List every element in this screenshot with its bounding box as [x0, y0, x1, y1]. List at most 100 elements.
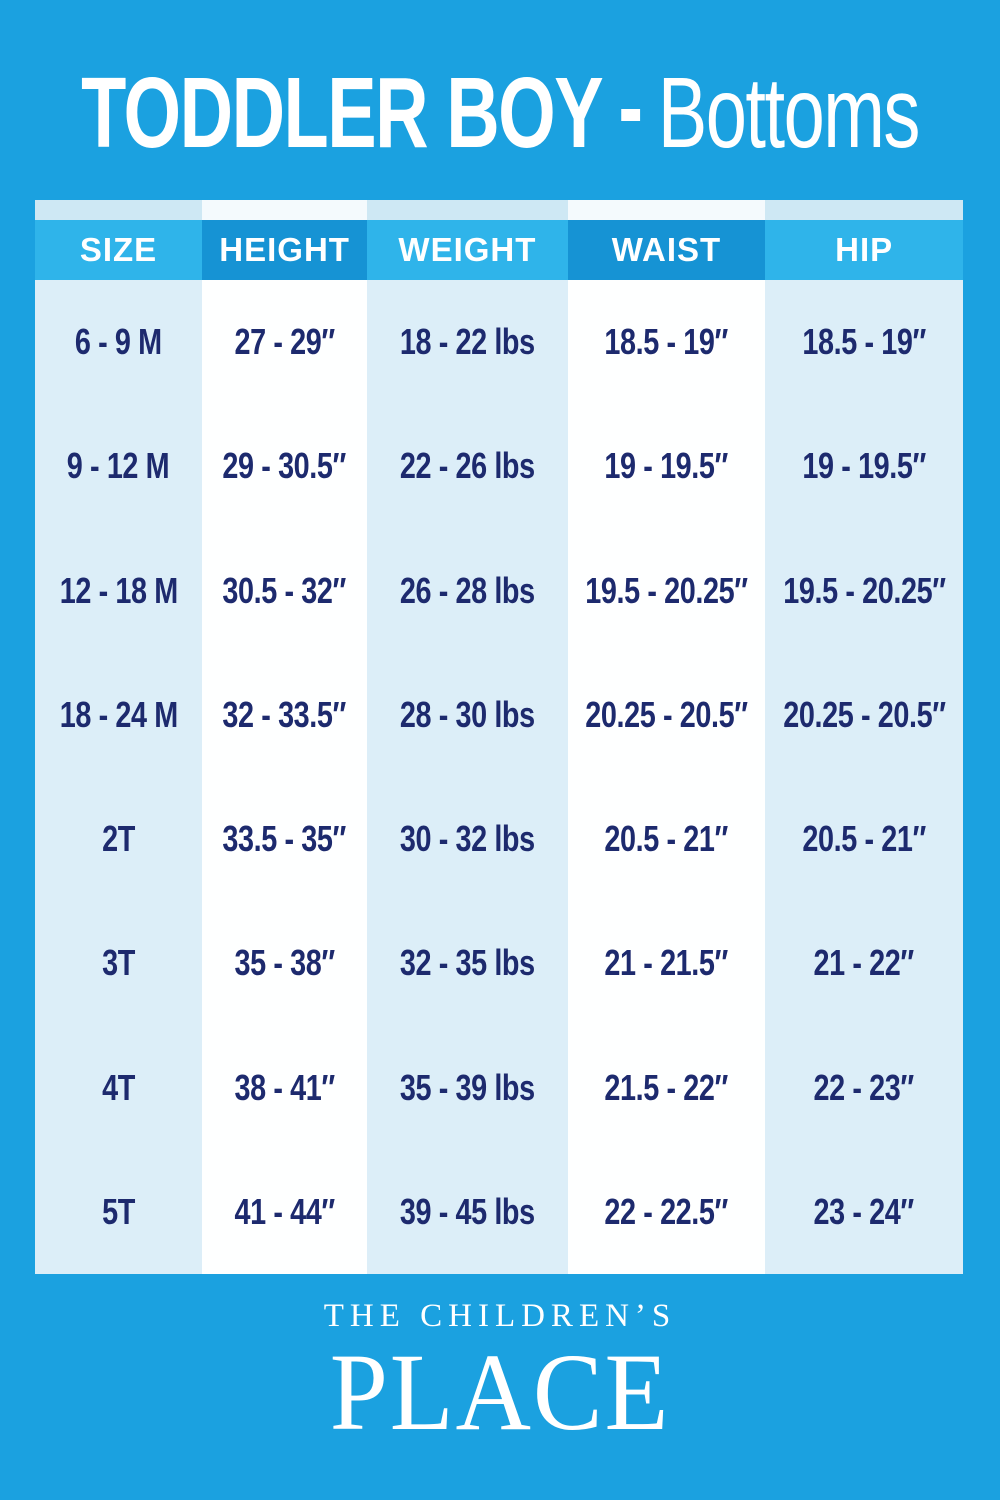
waist-cell: 20.5 - 21″ [567, 777, 766, 902]
size-value: 4T [102, 1066, 135, 1108]
table-header-row: SIZE HEIGHT WEIGHT WAIST HIP [35, 220, 963, 280]
height-value: 30.5 - 32″ [222, 569, 347, 611]
size-cell: 2T [35, 777, 203, 902]
table-row: 3T 35 - 38″ 32 - 35 lbs 21 - 21.5″ 21 - … [35, 901, 963, 1026]
waist-cell: 19.5 - 20.25″ [567, 528, 766, 653]
waist-cell: 22 - 22.5″ [567, 1149, 766, 1274]
hip-value: 20.5 - 21″ [802, 818, 926, 860]
height-cell: 35 - 38″ [202, 901, 368, 1026]
table-row: 5T 41 - 44″ 39 - 45 lbs 22 - 22.5″ 23 - … [35, 1149, 963, 1274]
size-value: 12 - 18 M [59, 569, 178, 611]
hip-value: 22 - 23″ [813, 1066, 915, 1108]
size-cell: 18 - 24 M [35, 652, 203, 777]
size-value: 2T [102, 818, 135, 860]
hip-value: 21 - 22″ [813, 942, 915, 984]
height-value: 32 - 33.5″ [222, 693, 347, 735]
table-row: 9 - 12 M 29 - 30.5″ 22 - 26 lbs 19 - 19.… [35, 404, 963, 529]
hip-cell: 18.5 - 19″ [765, 280, 963, 405]
height-cell: 32 - 33.5″ [202, 652, 368, 777]
size-cell: 4T [35, 1025, 203, 1150]
size-cell: 6 - 9 M [35, 280, 203, 405]
height-cell: 27 - 29″ [202, 280, 368, 405]
table-row: 2T 33.5 - 35″ 30 - 32 lbs 20.5 - 21″ 20.… [35, 777, 963, 902]
weight-value: 39 - 45 lbs [399, 1190, 535, 1232]
size-cell: 3T [35, 901, 203, 1026]
size-value: 9 - 12 M [67, 445, 170, 487]
height-value: 29 - 30.5″ [222, 445, 347, 487]
weight-cell: 30 - 32 lbs [367, 777, 568, 902]
waist-value: 18.5 - 19″ [604, 321, 729, 363]
size-value: 3T [102, 942, 135, 984]
height-cell: 38 - 41″ [202, 1025, 368, 1150]
brand-name-top: THE CHILDREN’S [323, 1298, 677, 1334]
hip-cell: 20.25 - 20.5″ [765, 652, 963, 777]
size-value: 18 - 24 M [59, 693, 178, 735]
page-title: TODDLER BOY - Bottoms [0, 38, 1000, 188]
weight-value: 22 - 26 lbs [399, 445, 535, 487]
waist-cell: 20.25 - 20.5″ [567, 652, 766, 777]
weight-value: 32 - 35 lbs [399, 942, 535, 984]
size-cell: 9 - 12 M [35, 404, 203, 529]
weight-cell: 22 - 26 lbs [367, 404, 568, 529]
size-value: 6 - 9 M [75, 321, 162, 363]
size-value: 5T [102, 1190, 135, 1232]
height-value: 33.5 - 35″ [222, 818, 347, 860]
weight-value: 28 - 30 lbs [399, 693, 535, 735]
height-cell: 30.5 - 32″ [202, 528, 368, 653]
hip-value: 23 - 24″ [813, 1190, 915, 1232]
hip-cell: 19 - 19.5″ [765, 404, 963, 529]
column-header-waist: WAIST [567, 220, 766, 280]
title-separator: - [618, 51, 643, 163]
column-header-hip: HIP [765, 220, 963, 280]
height-value: 35 - 38″ [234, 942, 335, 984]
title-garment-type: Bottoms [657, 57, 921, 169]
page-title-text: TODDLER BOY - Bottoms [81, 57, 920, 163]
weight-cell: 18 - 22 lbs [367, 280, 568, 405]
hip-value: 19.5 - 20.25″ [782, 569, 946, 611]
hip-value: 19 - 19.5″ [802, 445, 926, 487]
waist-cell: 21.5 - 22″ [567, 1025, 766, 1150]
hip-value: 18.5 - 19″ [802, 321, 926, 363]
strip-cell [35, 200, 203, 220]
hip-cell: 19.5 - 20.25″ [765, 528, 963, 653]
waist-value: 19.5 - 20.25″ [585, 569, 748, 611]
column-header-height: HEIGHT [202, 220, 368, 280]
height-value: 38 - 41″ [234, 1066, 335, 1108]
strip-cell [765, 200, 963, 220]
column-header-size: SIZE [35, 220, 203, 280]
strip-cell [567, 200, 766, 220]
brand-logo: THE CHILDREN’S PLACE [0, 1296, 1000, 1453]
waist-value: 21 - 21.5″ [604, 942, 729, 984]
waist-cell: 18.5 - 19″ [567, 280, 766, 405]
column-header-weight: WEIGHT [367, 220, 568, 280]
weight-value: 35 - 39 lbs [399, 1066, 535, 1108]
weight-cell: 39 - 45 lbs [367, 1149, 568, 1274]
strip-cell [202, 200, 368, 220]
brand-name-bottom: PLACE [329, 1331, 671, 1453]
weight-cell: 28 - 30 lbs [367, 652, 568, 777]
weight-value: 18 - 22 lbs [399, 321, 535, 363]
table-body: 6 - 9 M 27 - 29″ 18 - 22 lbs 18.5 - 19″ … [35, 280, 963, 1274]
weight-value: 26 - 28 lbs [399, 569, 535, 611]
height-cell: 29 - 30.5″ [202, 404, 368, 529]
waist-value: 20.25 - 20.5″ [585, 693, 748, 735]
waist-cell: 19 - 19.5″ [567, 404, 766, 529]
table-top-strip [35, 200, 963, 220]
waist-value: 22 - 22.5″ [604, 1190, 729, 1232]
hip-cell: 21 - 22″ [765, 901, 963, 1026]
weight-cell: 26 - 28 lbs [367, 528, 568, 653]
weight-value: 30 - 32 lbs [399, 818, 535, 860]
hip-cell: 23 - 24″ [765, 1149, 963, 1274]
waist-value: 21.5 - 22″ [604, 1066, 729, 1108]
size-table: SIZE HEIGHT WEIGHT WAIST HIP 6 - 9 M 27 … [35, 200, 963, 1274]
height-cell: 33.5 - 35″ [202, 777, 368, 902]
height-cell: 41 - 44″ [202, 1149, 368, 1274]
waist-value: 20.5 - 21″ [604, 818, 729, 860]
table-row: 4T 38 - 41″ 35 - 39 lbs 21.5 - 22″ 22 - … [35, 1025, 963, 1150]
hip-cell: 20.5 - 21″ [765, 777, 963, 902]
waist-cell: 21 - 21.5″ [567, 901, 766, 1026]
waist-value: 19 - 19.5″ [604, 445, 729, 487]
table-row: 12 - 18 M 30.5 - 32″ 26 - 28 lbs 19.5 - … [35, 528, 963, 653]
title-category: TODDLER BOY [81, 57, 603, 169]
